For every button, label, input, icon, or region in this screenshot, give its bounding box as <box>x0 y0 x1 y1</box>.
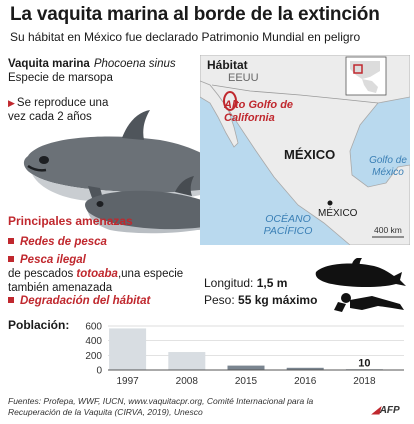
baja-california <box>200 80 239 148</box>
habitat-marker <box>223 91 237 111</box>
label-scale: 400 km <box>374 225 402 235</box>
reproduction-text: Se reproduce una vez cada 2 años <box>8 97 109 123</box>
city-dot <box>327 200 333 206</box>
diver-head <box>341 293 351 303</box>
species-type: Especie de marsopa <box>8 72 113 84</box>
threat-item: Pesca ilegal de pescados totoaba,una esp… <box>8 253 198 295</box>
y-tick-label: 400 <box>85 336 102 347</box>
threat-highlight: totoaba <box>76 268 118 280</box>
diver-arm <box>334 302 346 312</box>
vaquita-silhouette <box>315 263 406 287</box>
data-label: 10 <box>358 357 370 369</box>
bar-2016 <box>286 367 324 370</box>
species-common-name: Vaquita marina <box>8 58 90 70</box>
weight-measure: Peso: 55 kg máximo <box>204 293 317 307</box>
agency-logo: ◢AFP <box>372 405 400 416</box>
x-tick-label: 2018 <box>353 376 376 387</box>
afp-logo-icon: ◢ <box>372 405 380 416</box>
locator-land-south <box>362 79 378 93</box>
label-gulf-mexico-wrap: Golfo de México <box>369 155 407 178</box>
threat-item: Degradación del hábitat <box>8 294 150 308</box>
species-name: Vaquita marina Phocoena sinus <box>8 58 176 70</box>
y-tick-label: 600 <box>85 322 102 333</box>
threat-label: Pesca ilegal <box>20 254 86 266</box>
threat-text: de pescados <box>8 268 77 280</box>
square-bullet-icon <box>8 297 14 303</box>
population-title: Población: <box>8 318 70 332</box>
threats-title: Principales amenazas <box>8 214 133 228</box>
square-bullet-icon <box>8 238 14 244</box>
us-border <box>211 84 379 104</box>
length-label: Longitud: <box>204 276 254 290</box>
label-pacific-wrap: OCÉANO PACÍFICO <box>263 213 313 237</box>
triangle-bullet-icon: ▶ <box>8 98 15 108</box>
bar-2015 <box>227 365 265 370</box>
label-city: MÉXICO <box>318 206 358 219</box>
square-bullet-icon <box>8 256 14 262</box>
label-gulf-california: Alto Golfo de California <box>224 99 294 124</box>
size-comparison-silhouettes <box>315 258 406 312</box>
page-subtitle: Su hábitat en México fue declarado Patri… <box>10 30 361 44</box>
locator-frame <box>353 64 363 74</box>
weight-value: 55 kg máximo <box>238 293 318 307</box>
population-chart: 600 400 200 0 1997 2008 2015 2016 2018 10 <box>85 322 404 387</box>
agency-name: AFP <box>379 405 400 416</box>
bar-2008 <box>168 352 206 370</box>
weight-label: Peso: <box>204 293 235 307</box>
bar-1997 <box>109 328 147 370</box>
length-value: 1,5 m <box>256 276 288 290</box>
threat-label: Degradación del hábitat <box>20 295 151 307</box>
reproduction-note: ▶ Se reproduce una vez cada 2 años <box>8 96 118 124</box>
map-label: Hábitat <box>207 58 248 72</box>
page-title: La vaquita marina al borde de la extinci… <box>10 4 380 25</box>
x-tick-label: 1997 <box>116 376 139 387</box>
label-gulf-mexico: Golfo de México <box>369 155 407 178</box>
habitat-map: EEUU Alto Golfo de California MÉXICO Gol… <box>200 55 410 245</box>
x-tick-label: 2015 <box>235 376 258 387</box>
sources-note: Fuentes: Profepa, WWF, IUCN, www.vaquita… <box>8 396 314 417</box>
vaquita-illustration <box>23 110 257 234</box>
label-pacific: OCÉANO PACÍFICO <box>263 213 313 237</box>
label-usa: EEUU <box>228 72 259 84</box>
label-gulf-california-wrap: Alto Golfo de California <box>224 99 294 124</box>
y-tick-label: 200 <box>85 351 102 362</box>
species-scientific-name: Phocoena sinus <box>93 58 176 70</box>
y-tick-label: 0 <box>96 366 102 377</box>
length-measure: Longitud: 1,5 m <box>204 276 287 290</box>
vaquita-silhouette-fin <box>352 258 362 267</box>
x-tick-label: 2008 <box>176 376 199 387</box>
diver-silhouette <box>350 296 404 310</box>
label-mexico: MÉXICO <box>284 147 335 162</box>
threat-text-post: ,una especie también amenazada <box>8 268 184 294</box>
threat-item: Redes de pesca <box>8 235 107 249</box>
x-tick-label: 2016 <box>294 376 317 387</box>
threat-label: Redes de pesca <box>20 236 107 248</box>
